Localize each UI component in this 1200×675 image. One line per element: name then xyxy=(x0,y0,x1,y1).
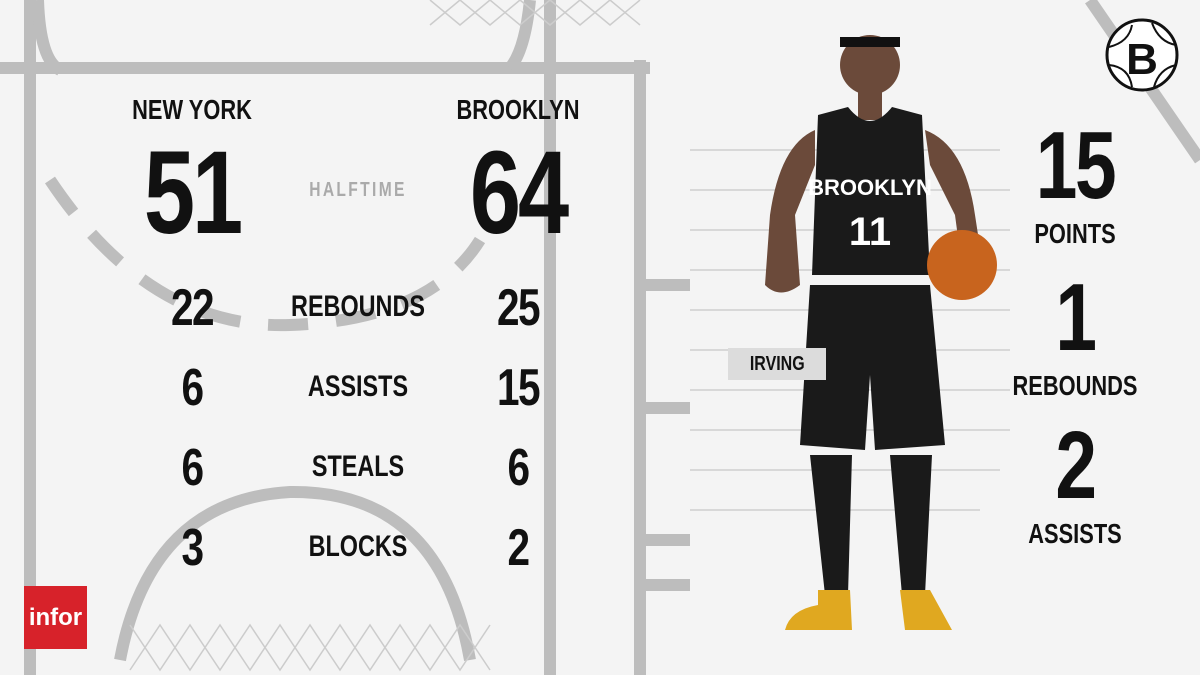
home-stat-value: 6 xyxy=(181,439,204,497)
player-name: IRVING xyxy=(749,353,805,375)
away-stat-value: 2 xyxy=(507,519,530,577)
net-pattern xyxy=(129,0,641,672)
away-team-score: 64 xyxy=(469,127,569,259)
home-team-name: NEW YORK xyxy=(132,94,252,125)
stat-label: BLOCKS xyxy=(308,530,408,563)
stat-label: REBOUNDS xyxy=(291,290,425,323)
infor-logo: infor xyxy=(24,586,87,649)
stat-label: STEALS xyxy=(311,450,405,483)
player-stat-value: 15 xyxy=(1035,112,1117,219)
basketball xyxy=(927,230,997,300)
home-stat-value: 3 xyxy=(181,519,204,577)
away-stat-value: 25 xyxy=(497,279,541,337)
nets-logo: B xyxy=(1105,18,1179,92)
home-team-score: 51 xyxy=(143,127,243,259)
jersey-text: BROOKLYN xyxy=(808,175,932,200)
nets-logo-letter: B xyxy=(1126,35,1158,84)
away-stat-value: 15 xyxy=(497,359,541,417)
player-stat-value: 2 xyxy=(1055,412,1097,519)
away-stat-value: 6 xyxy=(507,439,530,497)
player-stat-label: ASSISTS xyxy=(1028,518,1122,549)
player-stat-value: 1 xyxy=(1055,264,1097,371)
jersey-number: 11 xyxy=(849,210,891,254)
player-stat-label: POINTS xyxy=(1034,218,1116,249)
away-team-name: BROOKLYN xyxy=(456,94,580,125)
stat-label: ASSISTS xyxy=(307,370,409,403)
player-name-label: IRVING xyxy=(728,348,826,380)
game-status: HALFTIME xyxy=(309,179,407,201)
home-stat-value: 6 xyxy=(181,359,204,417)
home-stat-value: 22 xyxy=(171,279,215,337)
player-stat-label: REBOUNDS xyxy=(1012,370,1138,401)
player-photo: BROOKLYN 11 xyxy=(765,35,997,630)
